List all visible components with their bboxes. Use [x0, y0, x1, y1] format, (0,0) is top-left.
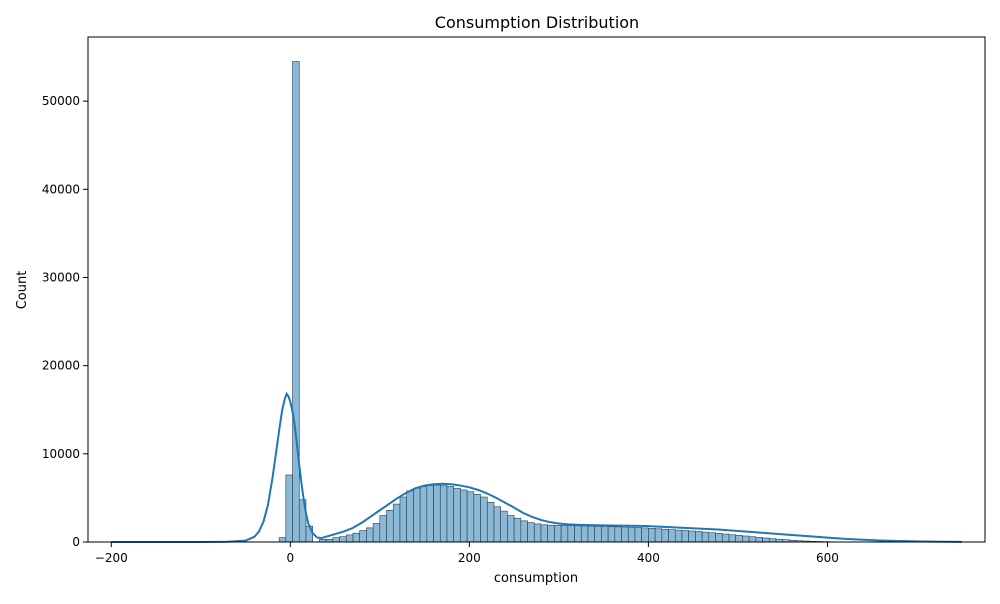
- histogram-bar: [749, 537, 756, 542]
- histogram-bar: [380, 516, 387, 542]
- histogram-bar: [427, 486, 434, 542]
- x-tick-label: 0: [286, 551, 294, 565]
- histogram-bar: [528, 523, 535, 542]
- histogram-bar: [474, 494, 481, 542]
- histogram-bar: [702, 532, 709, 542]
- histogram-bar: [648, 528, 655, 542]
- histogram-bar: [434, 485, 441, 542]
- y-tick-label: 40000: [42, 182, 80, 196]
- x-tick-label: 600: [816, 551, 839, 565]
- histogram-bar: [521, 521, 528, 542]
- histogram-bar: [568, 526, 575, 542]
- x-tick-label: 400: [637, 551, 660, 565]
- histogram-bar: [387, 510, 394, 542]
- histogram-bar: [729, 535, 736, 542]
- y-tick-label: 0: [72, 535, 80, 549]
- histogram-bar: [460, 490, 467, 542]
- histogram-bar: [548, 525, 555, 542]
- histogram-bar: [279, 538, 286, 542]
- histogram-bar: [608, 527, 615, 542]
- histogram-bar: [534, 524, 541, 542]
- histogram-bar: [675, 530, 682, 542]
- y-axis-label: Count: [15, 271, 30, 310]
- histogram-bar: [507, 516, 514, 542]
- histogram-bar: [635, 527, 642, 542]
- histogram-bar: [575, 526, 582, 542]
- x-tick-label: 200: [458, 551, 481, 565]
- histogram-bar: [742, 536, 749, 542]
- histogram-bar: [561, 525, 568, 542]
- chart-title: Consumption Distribution: [435, 13, 639, 32]
- histogram-bar: [340, 537, 347, 542]
- histogram-bar: [420, 486, 427, 542]
- histogram-bar: [400, 497, 407, 542]
- histogram-bar: [716, 533, 723, 542]
- histogram-bar: [373, 523, 380, 542]
- histogram-bar: [440, 486, 447, 542]
- histogram-bar: [501, 511, 508, 542]
- histogram-bar: [689, 531, 696, 542]
- histogram-bar: [353, 533, 360, 542]
- histogram-bar: [736, 535, 743, 542]
- histogram-bar: [286, 475, 293, 542]
- histogram-bar: [554, 525, 561, 542]
- histogram-bar: [346, 535, 353, 542]
- x-axis-label: consumption: [494, 571, 578, 586]
- histogram-bar: [467, 492, 474, 542]
- histogram-bar: [642, 528, 649, 542]
- x-tick-label: −200: [95, 551, 128, 565]
- histogram-bar: [763, 538, 770, 542]
- histogram-bar: [541, 525, 548, 542]
- y-tick-label: 30000: [42, 270, 80, 284]
- histogram-bar: [581, 526, 588, 542]
- histogram-bar: [360, 531, 367, 542]
- histogram-bar: [628, 527, 635, 542]
- histogram-bar: [407, 491, 414, 542]
- histogram-bar: [769, 539, 776, 542]
- y-tick-label: 50000: [42, 94, 80, 108]
- histogram-bar: [709, 533, 716, 542]
- histogram-bar: [454, 488, 461, 542]
- histogram-bar: [722, 534, 729, 542]
- histogram-bar: [601, 526, 608, 542]
- histogram-bar: [588, 526, 595, 542]
- histogram-bar: [306, 526, 313, 542]
- histogram-bar: [293, 61, 300, 542]
- histogram-bar: [413, 488, 420, 542]
- histogram-bar: [662, 529, 669, 542]
- histogram-bar: [756, 537, 763, 542]
- histogram-bar: [494, 507, 501, 542]
- histogram-bar: [447, 486, 454, 542]
- histogram-bar: [514, 518, 521, 542]
- histogram-bar: [393, 504, 400, 542]
- histogram-bar: [615, 527, 622, 542]
- histogram-bar: [669, 530, 676, 542]
- histogram-bar: [487, 502, 494, 542]
- histogram-bar: [655, 529, 662, 542]
- y-tick-label: 10000: [42, 447, 80, 461]
- histogram-bar: [333, 538, 340, 542]
- histogram-bar: [682, 531, 689, 542]
- histogram-bar: [366, 528, 373, 542]
- histogram-bar: [481, 497, 488, 542]
- histogram-bar: [622, 527, 629, 542]
- y-tick-label: 20000: [42, 359, 80, 373]
- histogram-bar: [695, 531, 702, 542]
- histogram-bar: [595, 526, 602, 542]
